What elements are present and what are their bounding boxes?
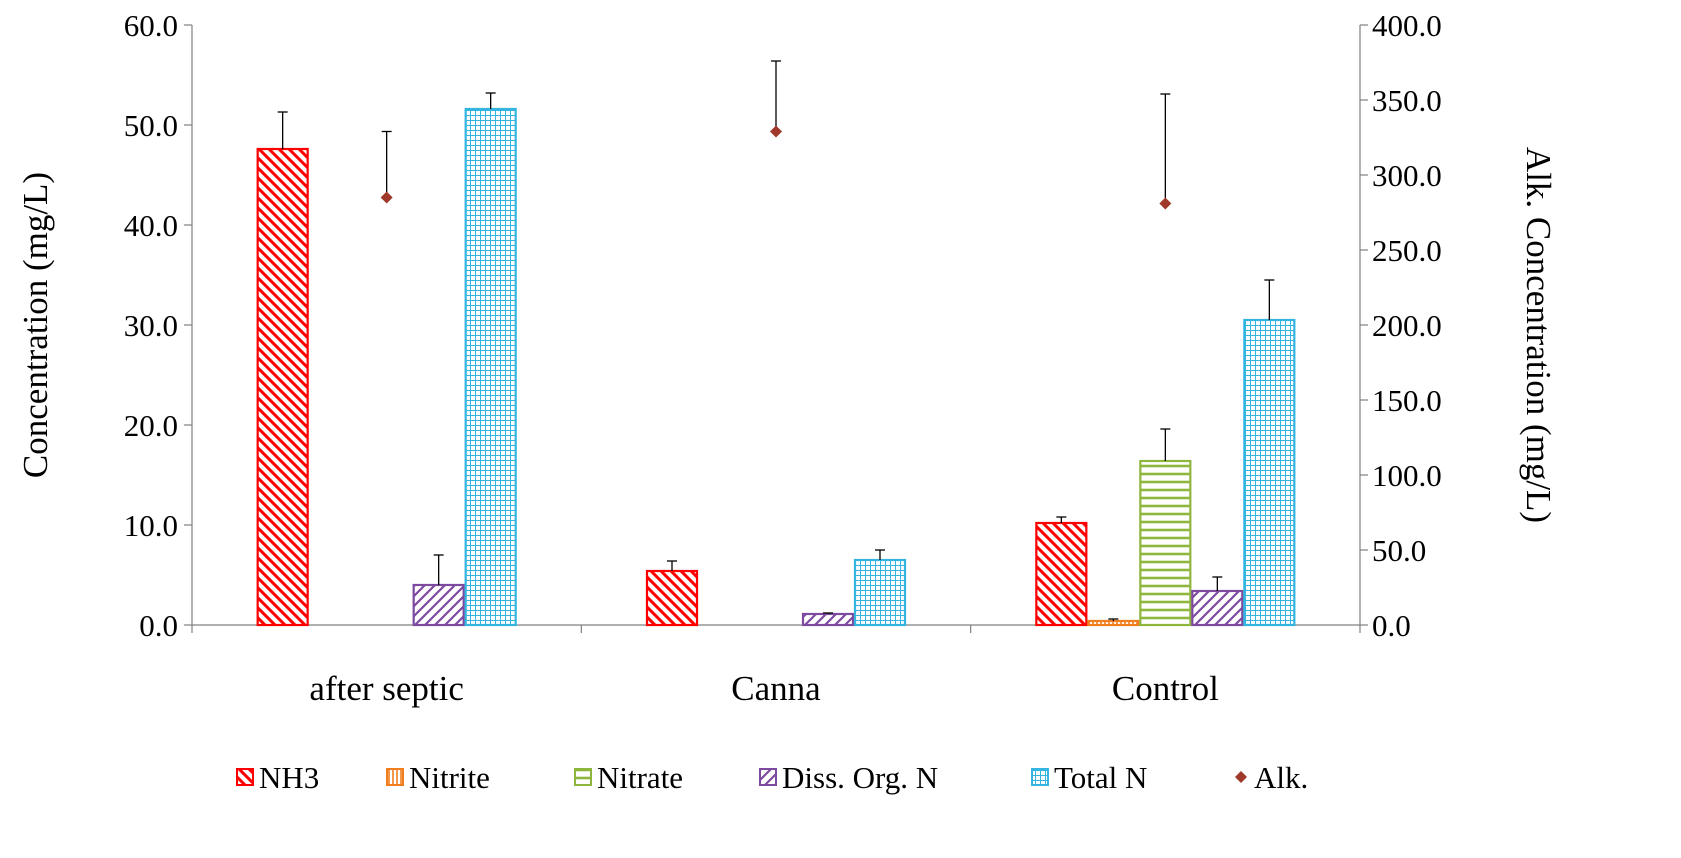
bar-nh3 [1035,521,1088,627]
y-left-tick-label: 50.0 [124,108,178,143]
legend-label-alk: Alk. [1254,760,1308,795]
y-right-tick-label: 50.0 [1372,533,1426,568]
y-left-tick-label: 60.0 [124,8,178,43]
legend-swatch-nitrate [574,768,592,786]
y-left-tick-label: 10.0 [124,508,178,543]
y-right-tick-label: 100.0 [1372,458,1442,493]
y-right-tick-label: 150.0 [1372,383,1442,418]
y-axis-right-title: Alk. Concentration (mg/L) [1519,147,1558,523]
legend-label-nh3: NH3 [259,760,319,795]
y-left-tick-label: 40.0 [124,208,178,243]
bar-diss-org-n [412,583,465,627]
y-axis-left-title: Concentration (mg/L) [16,172,55,478]
plot-area: 0.0 10.0 20.0 30.0 40.0 50.0 60.0 0.0 50.0 100.0 1… [16,8,1558,708]
legend-label-nitrite: Nitrite [409,760,490,795]
bar-diss-org-n [1191,589,1244,627]
y-right-tick-label: 350.0 [1372,83,1442,118]
y-right-tick-label: 300.0 [1372,158,1442,193]
legend-label-diss-org-n: Diss. Org. N [782,760,938,795]
y-left-tick-label: 30.0 [124,308,178,343]
bar-nh3 [256,147,309,627]
x-category-label: Control [1112,669,1219,708]
legend-label-nitrate: Nitrate [597,760,683,795]
y-left-tick-label: 0.0 [139,608,178,643]
legend-swatch-total-n [1031,768,1049,786]
point-alk [770,125,782,138]
bar-nh3 [645,569,699,627]
y-right-tick-label: 400.0 [1372,8,1442,43]
legend-swatch-nitrite [386,768,404,786]
legend: NH3 Nitrite Nitrate Diss. Org. N Total N Alk. [236,760,1308,795]
bar-diss-org-n [801,612,855,627]
y-right-tick-label: 0.0 [1372,608,1411,643]
point-alk [1159,197,1172,210]
legend-swatch-diss-org-n [759,768,777,786]
x-category-label: after septic [309,669,464,708]
point-alk [380,191,393,204]
bar-total-n [1243,318,1296,627]
y-right-tick-label: 200.0 [1372,308,1442,343]
legend-swatch-alk [1235,771,1247,783]
y-left-tick-label: 20.0 [124,408,178,443]
legend-swatch-nh3 [236,768,254,786]
y-right-tick-label: 250.0 [1372,233,1442,268]
bar-nitrate [1139,459,1192,627]
legend-label-total-n: Total N [1054,760,1147,795]
bar-total-n [853,558,907,627]
x-category-label: Canna [731,669,821,708]
bar-nitrite [1087,619,1140,627]
bar-total-n [464,107,517,627]
